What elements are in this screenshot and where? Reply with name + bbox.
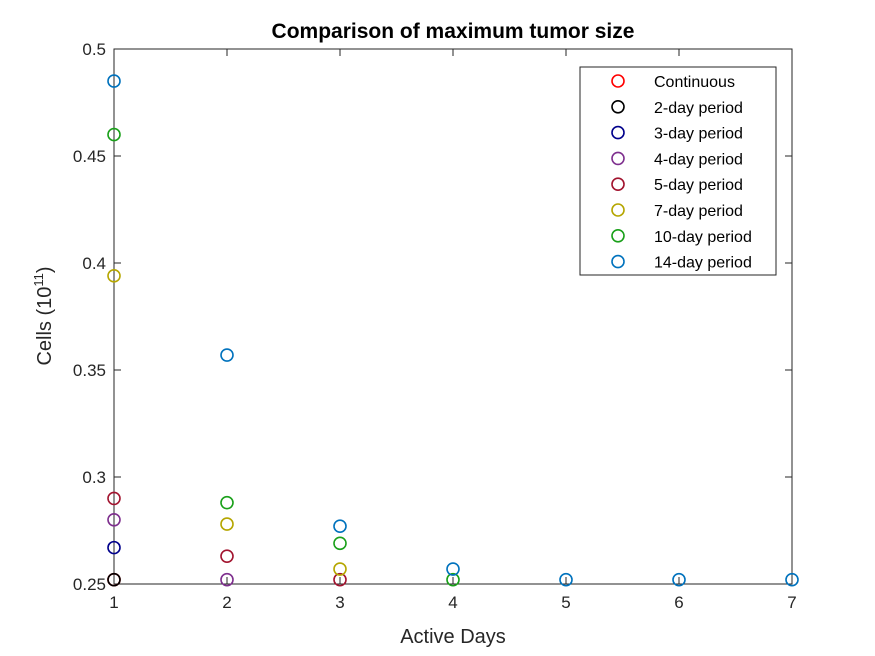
- data-point: [107, 540, 121, 555]
- x-axis-label: Active Days: [400, 626, 506, 648]
- legend-label: 5-day period: [654, 177, 743, 194]
- x-tick-label: 3: [335, 593, 344, 612]
- data-point: [672, 572, 686, 587]
- legend-label: 7-day period: [654, 203, 743, 220]
- data-point: [220, 348, 234, 362]
- legend-label: 14-day period: [654, 255, 752, 272]
- data-point: [107, 127, 121, 142]
- data-point: [220, 495, 234, 510]
- data-point: [333, 536, 347, 551]
- data-point: [333, 562, 347, 576]
- legend-marker: [611, 125, 625, 140]
- legend-marker: [611, 177, 625, 191]
- tick-labels: 1 2 3 4 5 6 7 0.25 0.3 0.35 0.4 0.45 0.5: [73, 40, 797, 612]
- legend-marker: [611, 229, 625, 243]
- x-tick-label: 5: [561, 593, 570, 612]
- data-point: [559, 572, 573, 587]
- data-point: [220, 572, 234, 587]
- chart-title: Comparison of maximum tumor size: [272, 20, 635, 43]
- y-axis-label-suffix: ): [34, 266, 56, 273]
- data-point: [446, 562, 460, 576]
- data-point: [220, 517, 234, 531]
- x-tick-label: 6: [674, 593, 683, 612]
- legend-label: 2-day period: [654, 100, 743, 117]
- legend: Continuous 2-day period 3-day period 4-day …: [579, 66, 777, 276]
- data-point: [107, 269, 121, 283]
- x-tick-label: 1: [109, 593, 118, 612]
- y-tick-label: 0.3: [82, 468, 106, 487]
- data-points: [107, 74, 799, 587]
- y-tick-label: 0.45: [73, 147, 106, 166]
- legend-marker: [611, 74, 625, 88]
- legend-label: 4-day period: [654, 151, 743, 168]
- legend-box: [579, 66, 777, 276]
- y-tick-label: 0.25: [73, 575, 106, 594]
- data-point: [220, 549, 234, 563]
- data-point: [107, 74, 121, 88]
- data-point: [107, 512, 121, 527]
- data-point: [785, 572, 799, 587]
- legend-marker: [611, 151, 625, 166]
- x-tick-label: 7: [787, 593, 796, 612]
- data-point: [446, 572, 460, 587]
- y-axis-label-superscript: 11: [31, 273, 46, 287]
- data-point: [107, 491, 121, 506]
- legend-marker: [611, 203, 625, 217]
- y-tick-label: 0.4: [82, 254, 106, 273]
- y-axis-label-base: Cells (10: [34, 287, 56, 366]
- data-point: [107, 572, 121, 587]
- y-axis-label: Cells (1011): [31, 266, 56, 365]
- legend-marker: [611, 254, 625, 269]
- legend-marker: [611, 100, 625, 114]
- legend-label: 10-day period: [654, 229, 752, 246]
- y-tick-label: 0.35: [73, 361, 106, 380]
- x-tick-label: 4: [448, 593, 457, 612]
- legend-label: 3-day period: [654, 126, 743, 143]
- x-tick-label: 2: [222, 593, 231, 612]
- data-point: [333, 519, 347, 534]
- data-point: [333, 572, 347, 587]
- y-tick-label: 0.5: [82, 40, 106, 59]
- legend-label: Continuous: [654, 74, 735, 91]
